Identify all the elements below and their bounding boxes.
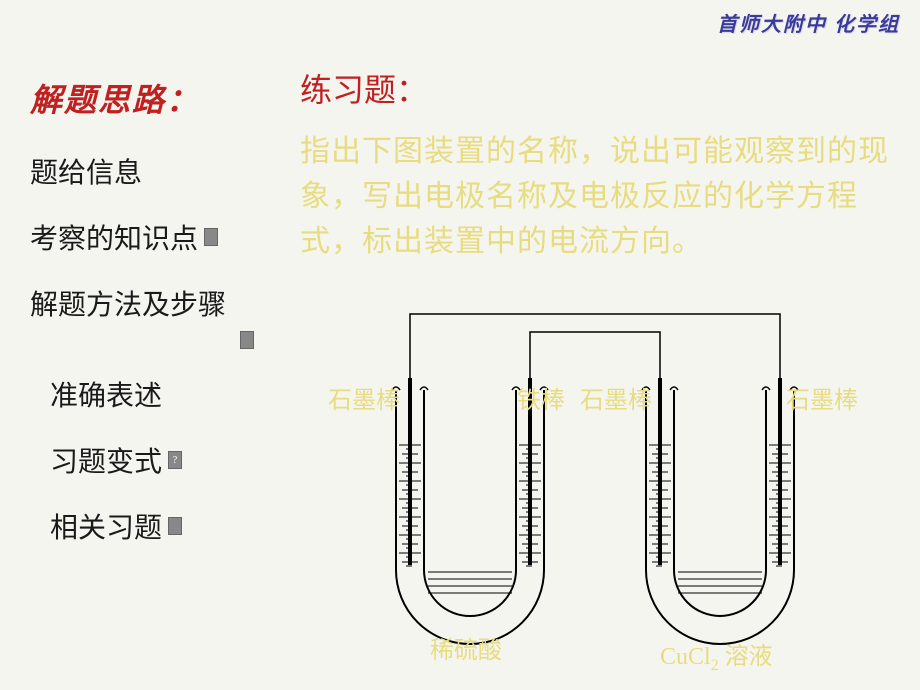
sidebar-item-label: 题给信息 — [30, 151, 142, 191]
circuit-svg — [320, 300, 900, 670]
electrode-label: 石墨棒 — [580, 380, 652, 415]
main-title: 练习题： — [300, 65, 890, 111]
slide-container: 首师大附中 化学组 解题思路： 题给信息 考察的知识点 解题方法及步骤 准确表述… — [0, 0, 920, 690]
sidebar-item-accurate-expression: 准确表述 — [30, 374, 280, 414]
sidebar-item-variants: 习题变式 ? — [30, 440, 280, 480]
sidebar-item-label: 习题变式 — [50, 440, 162, 480]
electrode-label: 石墨棒 — [328, 380, 400, 415]
electrode-label: 铁棒 — [517, 380, 565, 415]
bullet-icon — [240, 331, 254, 349]
solution-label: 稀硫酸 — [430, 630, 502, 665]
solution-label: CuCl2 溶液 — [660, 636, 773, 675]
sidebar-title: 解题思路： — [30, 75, 280, 121]
sidebar-item-label: 考察的知识点 — [30, 217, 198, 257]
sidebar-item-label: 相关习题 — [50, 506, 162, 546]
sidebar-item-knowledge-points: 考察的知识点 — [30, 217, 280, 257]
sidebar-item-label: 准确表述 — [50, 374, 162, 414]
apparatus-diagram: 石墨棒铁棒石墨棒石墨棒稀硫酸CuCl2 溶液 — [320, 300, 900, 670]
branding-text: 首师大附中 化学组 — [717, 8, 900, 37]
sidebar: 解题思路： 题给信息 考察的知识点 解题方法及步骤 准确表述 习题变式 ? 相关… — [30, 75, 280, 572]
sidebar-item-label: 解题方法及步骤 — [30, 283, 226, 323]
question-text: 指出下图装置的名称，说出可能观察到的现象，写出电极名称及电极反应的化学方程式，标… — [300, 129, 890, 264]
main-content: 练习题： 指出下图装置的名称，说出可能观察到的现象，写出电极名称及电极反应的化学… — [300, 65, 890, 264]
bullet-icon: ? — [168, 451, 182, 469]
sidebar-item-given-info: 题给信息 — [30, 151, 280, 191]
electrode-label: 石墨棒 — [786, 380, 858, 415]
bullet-icon — [204, 228, 218, 246]
bullet-icon — [168, 517, 182, 535]
sidebar-item-method-steps: 解题方法及步骤 — [30, 283, 280, 323]
sidebar-item-related: 相关习题 — [30, 506, 280, 546]
